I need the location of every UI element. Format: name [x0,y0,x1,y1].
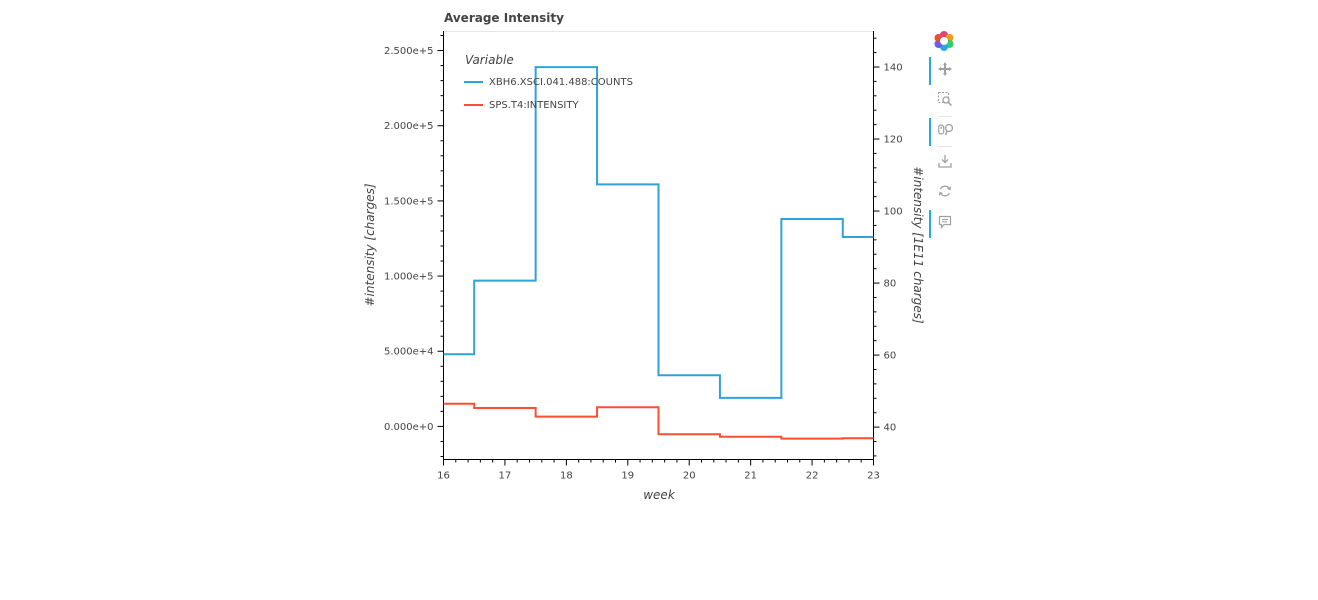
y-left-tick-label: 2.000e+5 [384,121,434,132]
box-zoom-tool-button[interactable] [928,86,962,114]
toolbar-divider [938,146,952,147]
pan-tool-active-indicator [929,57,931,85]
y-axis-left-title: #intensity [charges] [363,183,377,306]
y-right-tick-label: 100 [884,207,903,218]
legend-label-counts: XBH6.XSCI.041.488:COUNTS [489,77,633,88]
legend: Variable XBH6.XSCI.041.488:COUNTS SPS.T4… [464,53,633,111]
save-tool-button[interactable] [928,148,962,176]
y-left-tick-label: 1.000e+5 [384,272,434,283]
x-tick-label: 16 [437,471,450,482]
y-axis-right-title: #intensity [1E11 charges] [911,166,925,324]
x-tick-label: 19 [621,471,634,482]
bokeh-logo-icon [934,31,954,51]
y-right-tick-label: 140 [884,63,903,74]
x-tick-label: 22 [806,471,819,482]
reset-tool-button[interactable] [928,178,962,206]
x-tick-label: 17 [499,471,512,482]
toolbar-divider [938,116,952,117]
wheel-zoom-icon [938,123,954,136]
y-right-tick-label: 60 [884,351,897,362]
hover-tool-button[interactable] [928,209,962,238]
y-right-tick-label: 80 [884,279,897,290]
y-left-tick-label: 2.500e+5 [384,46,434,57]
pan-tool-button[interactable] [928,56,962,85]
save-icon [938,155,952,168]
legend-label-intensity: SPS.T4:INTENSITY [489,100,579,111]
x-tick-label: 23 [867,471,880,482]
bokeh-logo[interactable] [928,28,962,56]
series-layer [443,66,874,440]
x-axis-title: week [643,488,676,502]
y-axis-right-ticks: 40 60 80 100 120 140 [873,37,903,457]
y-right-tick-label: 40 [884,423,897,434]
hover-icon [938,215,952,229]
legend-title: Variable [465,53,514,67]
series-line-intensity [443,402,874,440]
y-right-tick-label: 120 [884,135,903,146]
x-axis-ticks: 16 17 18 19 20 21 22 23 [437,459,880,482]
x-tick-label: 18 [560,471,573,482]
chart-title: Average Intensity [444,11,564,25]
y-left-tick-label: 1.500e+5 [384,196,434,207]
pan-icon [938,62,952,76]
hover-tool-active-indicator [929,210,931,238]
series-line-counts [443,66,874,399]
x-tick-label: 20 [683,471,696,482]
reset-icon [938,185,952,197]
y-left-tick-label: 5.000e+4 [384,347,434,358]
y-axis-left-ticks: 0.000e+0 5.000e+4 1.000e+5 1.500e+5 2.000e+5… [384,35,444,457]
wheel-zoom-tool-button[interactable] [928,117,962,146]
y-left-tick-label: 0.000e+0 [384,422,434,433]
wheel-zoom-tool-active-indicator [929,118,931,146]
box-zoom-icon [938,92,952,106]
x-tick-label: 21 [744,471,757,482]
